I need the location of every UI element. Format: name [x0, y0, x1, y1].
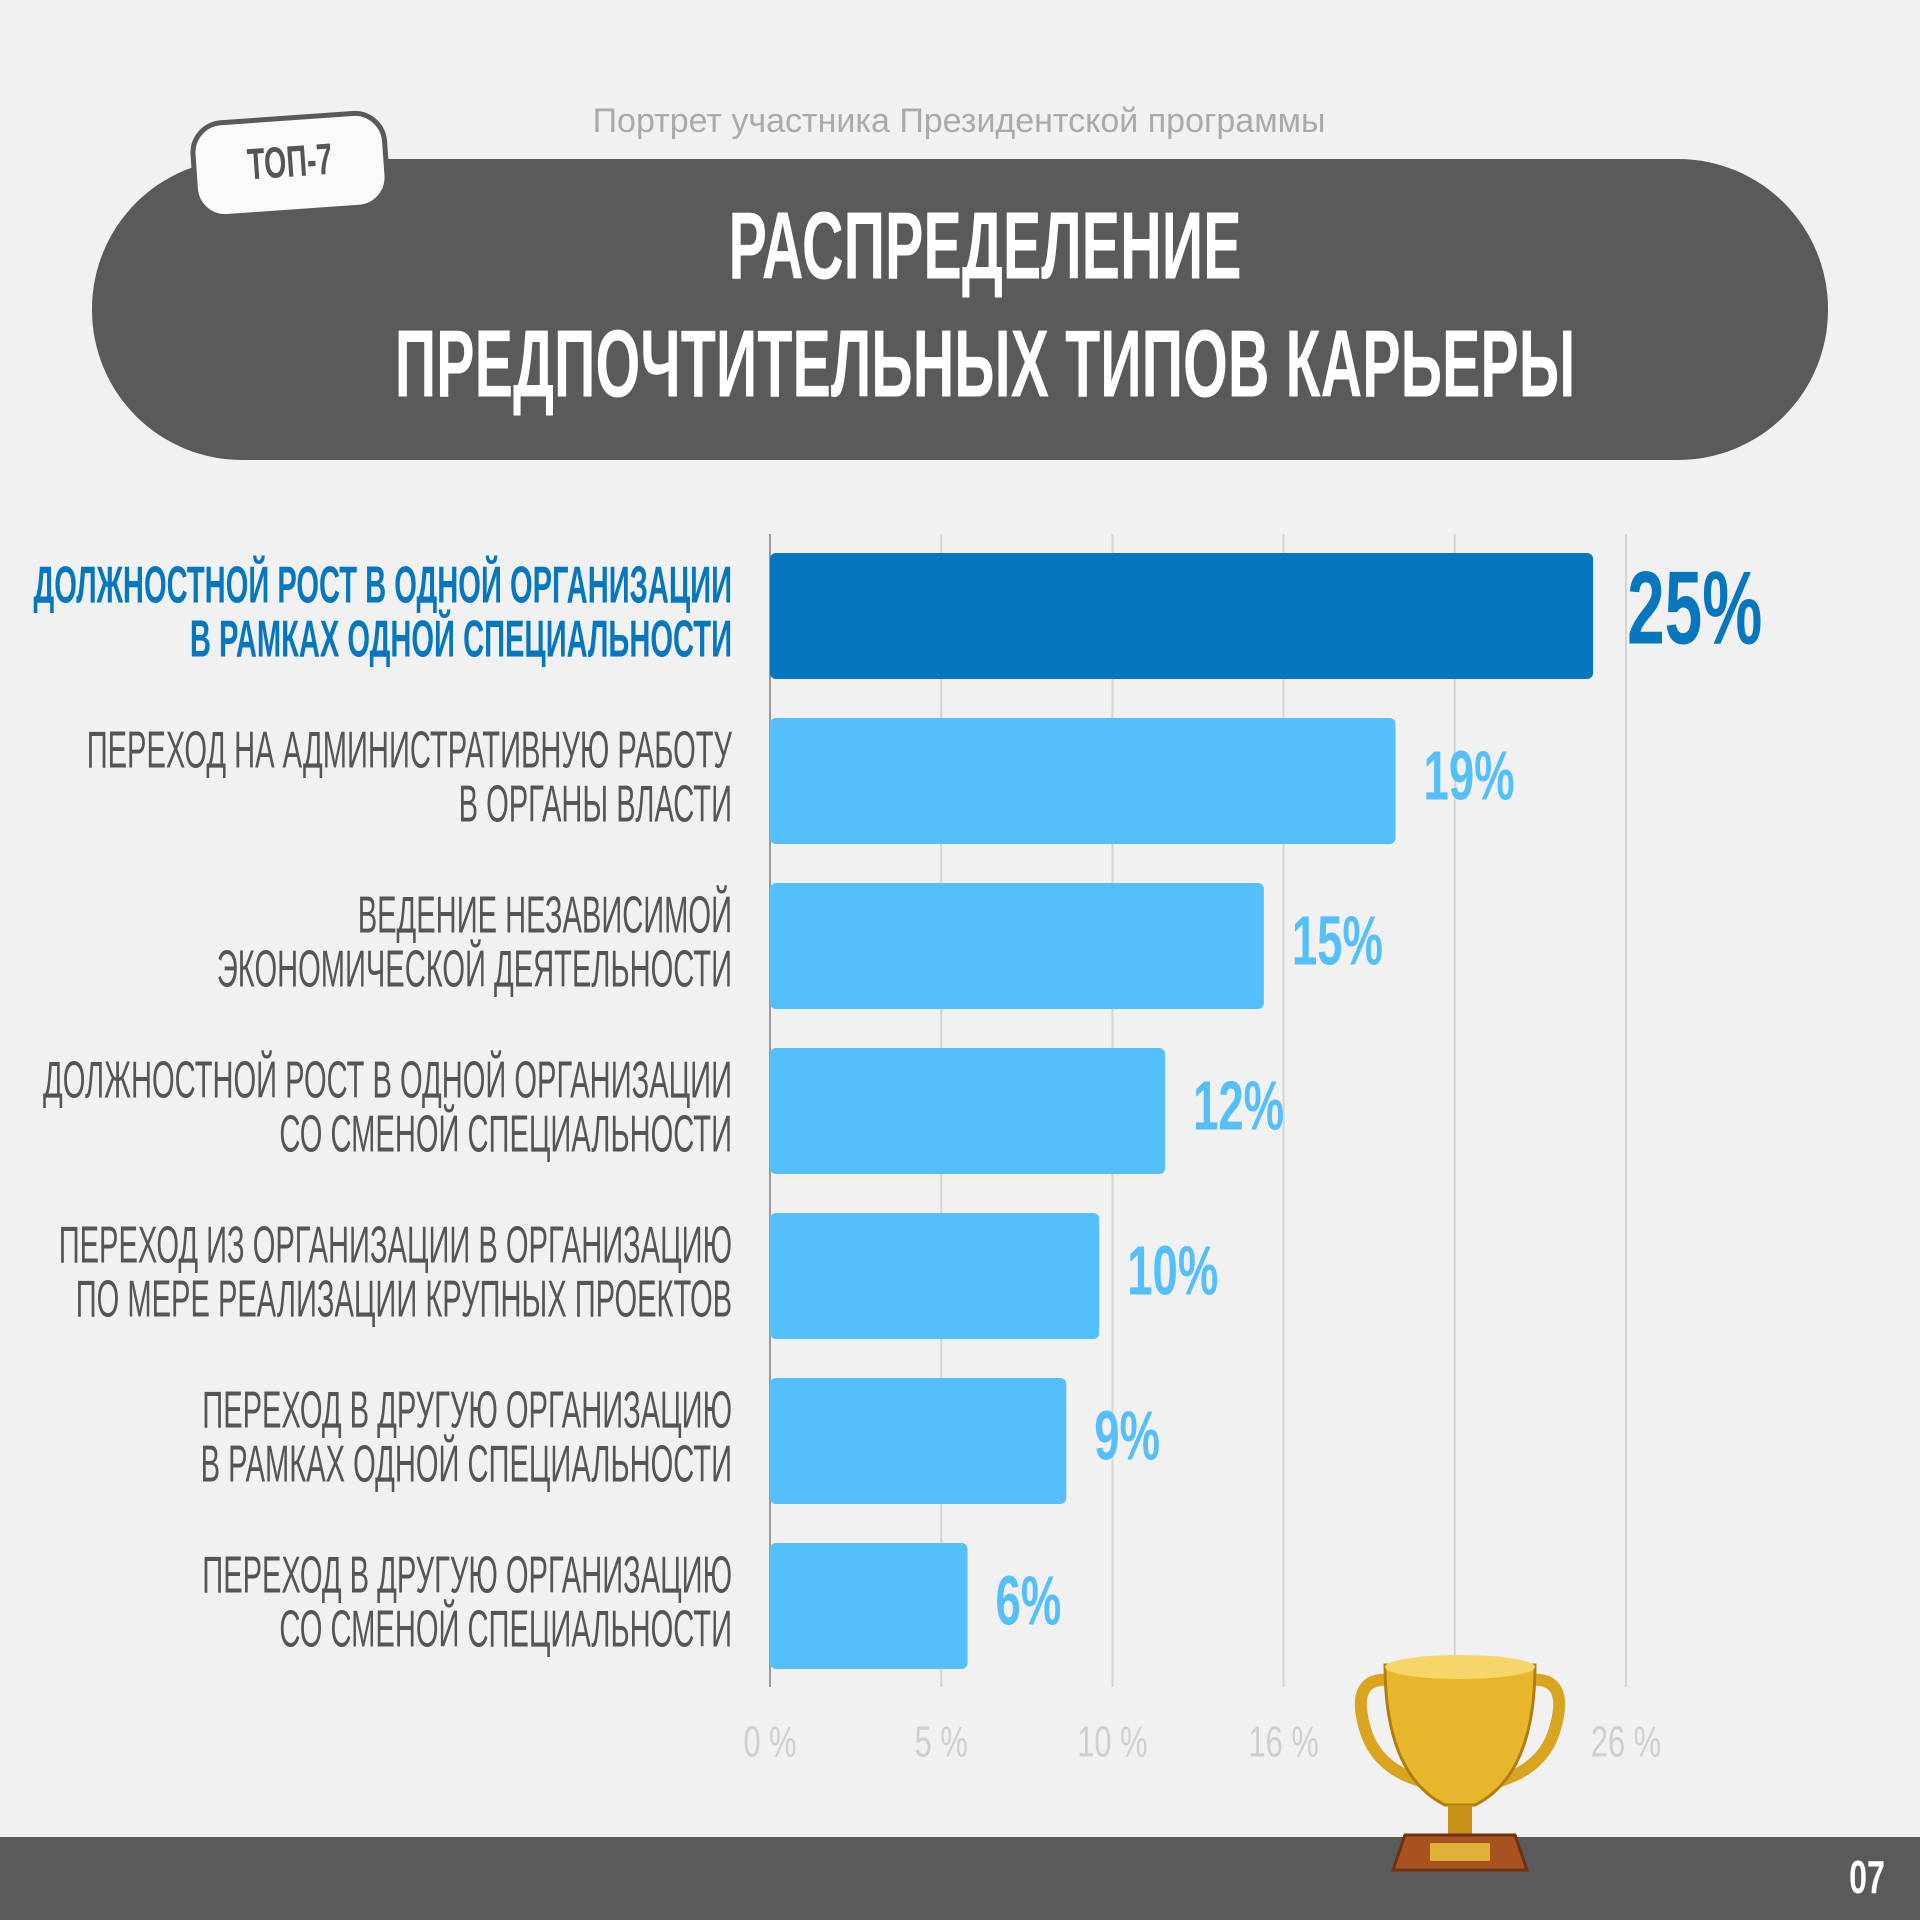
category-label: В РАМКАХ ОДНОЙ СПЕЦИАЛЬНОСТИ	[201, 1434, 732, 1493]
category-label: СО СМЕНОЙ СПЕЦИАЛЬНОСТИ	[279, 1104, 732, 1163]
trophy-plate	[1430, 1843, 1490, 1861]
category-label: ПЕРЕХОД В ДРУГУЮ ОРГАНИЗАЦИЮ	[202, 1381, 732, 1439]
bar	[770, 553, 1594, 679]
plot: 0 % 5 % 10 % 16 % 26 % 25% ДОЛЖНОСТНОЙ РОСТ В …	[34, 534, 1762, 1767]
value-label: 15%	[1292, 902, 1383, 980]
tag-box: ТОП-7	[190, 110, 390, 220]
category-label: ВЕДЕНИЕ НЕЗАВИСИМОЙ	[358, 885, 732, 944]
value-label: 19%	[1424, 737, 1515, 815]
trophy-handle	[1481, 1673, 1566, 1791]
page-number: 07	[1849, 1853, 1885, 1904]
bar	[770, 1048, 1166, 1174]
chart-title: РАСПРЕДЕЛЕНИЕ	[728, 191, 1241, 299]
category-label: ПЕРЕХОД НА АДМИНИСТРАТИВНУЮ РАБОТУ	[87, 721, 732, 779]
bar	[770, 883, 1264, 1009]
bar	[770, 1378, 1067, 1504]
value-label: 9%	[1094, 1397, 1160, 1475]
trophy-rim	[1385, 1655, 1535, 1679]
category-label: В РАМКАХ ОДНОЙ СПЕЦИАЛЬНОСТИ	[190, 609, 732, 668]
trophy-stem	[1448, 1805, 1472, 1835]
x-tick-label: 26 %	[1591, 1718, 1661, 1767]
category-label: ДОЛЖНОСТНОЙ РОСТ В ОДНОЙ ОРГАНИЗАЦИИ	[34, 555, 732, 614]
value-label: 10%	[1127, 1232, 1218, 1310]
tag-bg	[190, 110, 390, 220]
bar	[770, 1543, 968, 1669]
category-label: В ОРГАНЫ ВЛАСТИ	[459, 775, 732, 833]
category-label: ДОЛЖНОСТНОЙ РОСТ В ОДНОЙ ОРГАНИЗАЦИИ	[43, 1050, 732, 1109]
subtitle: Портрет участника Президентской программ…	[593, 102, 1326, 140]
footer-bar	[0, 1837, 1920, 1920]
bar	[770, 718, 1396, 844]
x-tick-label: 0 %	[743, 1718, 796, 1767]
trophy-handle	[1354, 1673, 1439, 1791]
category-label: ПО МЕРЕ РЕАЛИЗАЦИИ КРУПНЫХ ПРОЕКТОВ	[76, 1270, 732, 1328]
chart-title: ПРЕДПОЧТИТЕЛЬНЫХ ТИПОВ КАРЬЕРЫ	[395, 309, 1575, 417]
category-label: ПЕРЕХОД ИЗ ОРГАНИЗАЦИИ В ОРГАНИЗАЦИЮ	[59, 1216, 732, 1274]
tag: ТОП-7	[246, 133, 334, 189]
trophy	[1354, 1655, 1566, 1872]
category-label: ЭКОНОМИЧЕСКОЙ ДЕЯТЕЛЬНОСТИ	[217, 939, 732, 998]
value-label: 12%	[1193, 1067, 1284, 1145]
x-tick-label: 5 %	[915, 1718, 968, 1767]
x-tick-label: 16 %	[1249, 1718, 1319, 1767]
header-pill	[92, 159, 1828, 460]
value-label: 6%	[996, 1562, 1062, 1640]
value-label: 25%	[1627, 550, 1762, 666]
category-label: СО СМЕНОЙ СПЕЦИАЛЬНОСТИ	[279, 1599, 732, 1658]
category-label: ПЕРЕХОД В ДРУГУЮ ОРГАНИЗАЦИЮ	[202, 1546, 732, 1604]
trophy-cup	[1383, 1663, 1537, 1807]
x-tick-label: 10 %	[1077, 1718, 1147, 1767]
bar	[770, 1213, 1100, 1339]
